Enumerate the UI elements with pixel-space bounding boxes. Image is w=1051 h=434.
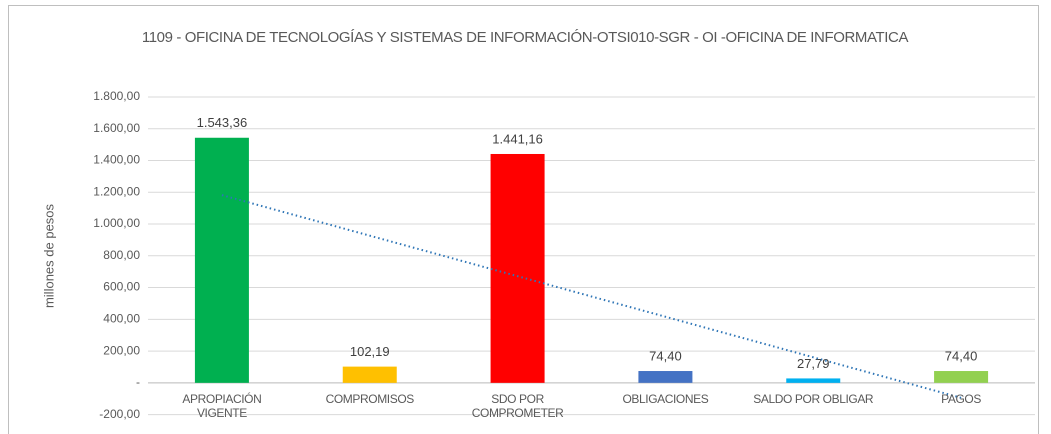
y-tick-label: 1.200,00 (93, 184, 140, 198)
trendline (221, 194, 962, 399)
x-tick-label: COMPROMISOS (325, 391, 415, 406)
y-tick-label: 1.400,00 (93, 153, 140, 167)
data-label: 1.441,16 (492, 131, 543, 146)
bar (786, 378, 841, 383)
y-tick-label: 1.800,00 (93, 89, 140, 103)
data-label: 74,40 (649, 348, 682, 363)
y-tick-label: 1.600,00 (93, 121, 140, 135)
bar (490, 153, 545, 383)
y-tick-label: 800,00 (103, 248, 140, 262)
x-tick-label: APROPIACIÓN VIGENTE (182, 391, 262, 420)
y-tick-label: 200,00 (103, 343, 140, 357)
x-tick-label: SDO POR COMPROMETER (471, 391, 564, 420)
x-tick-label: SALDO POR OBLIGAR (753, 391, 874, 406)
y-axis-label: millones de pesos (41, 203, 56, 308)
bar (194, 137, 249, 383)
bar (638, 371, 693, 383)
y-tick-label: 1.000,00 (93, 216, 140, 230)
y-tick-label: -200,00 (99, 407, 140, 421)
x-tick-label: OBLIGACIONES (622, 391, 709, 406)
y-tick-label: 600,00 (103, 280, 140, 294)
chart-frame (8, 5, 1039, 434)
bar (934, 371, 989, 383)
bar (342, 366, 397, 383)
data-label: 102,19 (350, 344, 390, 359)
y-tick-label: 400,00 (103, 311, 140, 325)
data-label: 74,40 (945, 348, 978, 363)
chart-title: 1109 - OFICINA DE TECNOLOGÍAS Y SISTEMAS… (141, 29, 909, 46)
x-tick-label: PAGOS (941, 391, 981, 406)
data-label: 1.543,36 (197, 115, 248, 130)
y-tick-label: - (136, 375, 140, 389)
